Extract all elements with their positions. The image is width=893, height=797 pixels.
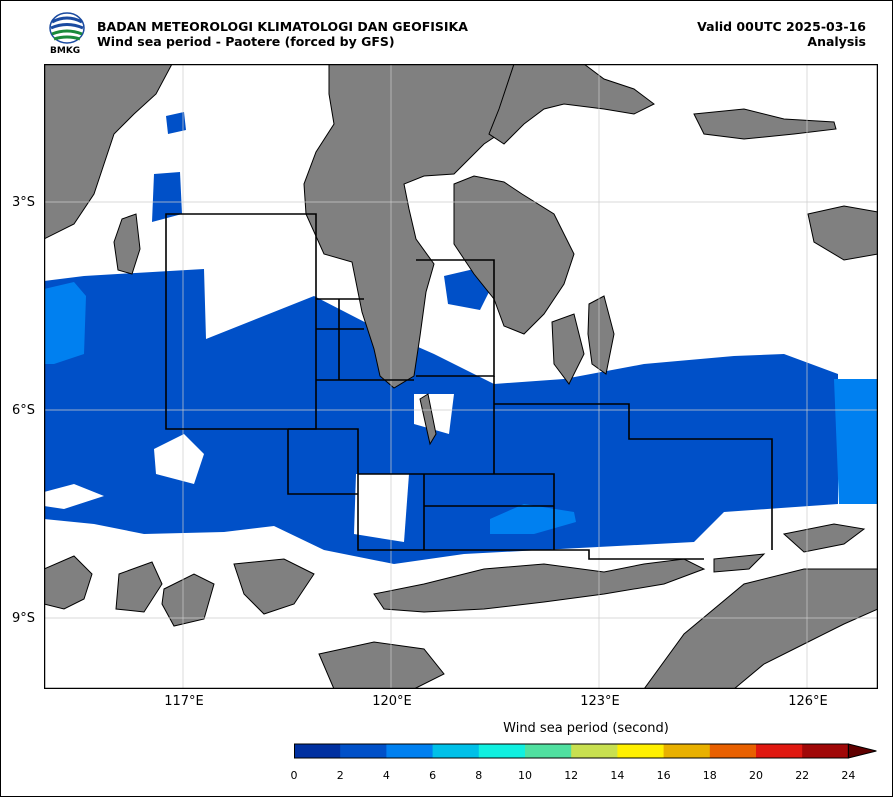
land-lombok [161,573,215,627]
colorbar-tick-label: 22 [795,769,810,782]
land-sulawesi-se [453,175,575,335]
lon-label-123e: 123°E [580,694,620,709]
colorbar-tick-label: 10 [518,769,532,782]
map-subtitle: Wind sea period - Paotere (forced by GFS… [97,34,395,49]
colorbar-segment [525,744,572,758]
title-block: BADAN METEOROLOGI KLIMATOLOGI DAN GEOFIS… [97,19,468,49]
colorbar-segment [709,744,757,758]
colorbar-segment [432,744,480,758]
agency-title: BADAN METEOROLOGI KLIMATOLOGI DAN GEOFIS… [97,19,468,34]
land [44,64,878,689]
zone-boundaries [165,213,773,560]
colorbar-tick-label: 24 [841,769,856,782]
logo-text: BMKG [50,46,81,56]
lon-label-117e: 117°E [164,694,204,709]
land-sumba [318,641,445,689]
colorbar-segment [617,744,665,758]
colorbar-segment [756,744,803,758]
colorbar-tick-label: 14 [610,769,625,782]
sea-patch-east [834,379,878,504]
colorbar-tick-label: 16 [656,769,671,782]
colorbar-tick-label: 8 [475,769,483,782]
land-timor [643,568,878,689]
map-panel [44,64,878,689]
bmkg-logo [49,12,85,44]
colorbar-tick-label: 2 [336,769,344,782]
lon-label-120e: 120°E [372,694,412,709]
land-buton [587,295,615,375]
land-seram-west [807,205,878,261]
lon-label-126e: 126°E [788,694,828,709]
sea-patch-west [44,282,86,364]
colorbar-tick-label: 12 [564,769,579,782]
land-alor [713,553,766,573]
colorbar-segment [663,744,711,758]
valid-time: Valid 00UTC 2025-03-16 [697,19,866,34]
land-borneo [44,64,173,240]
land-sumbawa [233,558,315,615]
land-peleng [488,64,655,145]
sea-patch-north2 [152,172,182,222]
colorbar-segment [386,744,434,758]
lat-label-3s: 3°S [12,195,36,210]
colorbar-tick-label: 4 [382,769,390,782]
colorbar-tick-label: 20 [749,769,763,782]
colorbar-segment [478,744,526,758]
valid-block: Valid 00UTC 2025-03-16 Analysis [697,19,866,49]
land-flores [373,558,706,613]
colorbar-tick-label: 6 [429,769,437,782]
lat-label-6s: 6°S [12,403,36,418]
analysis-label: Analysis [807,34,866,49]
colorbar-segment [571,744,618,758]
colorbar-segment [294,744,341,758]
land-selayar [419,393,437,446]
land-east-islands [693,108,837,140]
colorbar-tick-label: 18 [702,769,717,782]
lat-label-9s: 9°S [12,611,36,626]
land-laut-island [113,213,141,275]
colorbar-segment [340,744,387,758]
colorbar-segment [802,744,849,758]
colorbar-title: Wind sea period (second) [503,721,669,736]
colorbar-extend-arrow [847,743,877,759]
land-bali [115,561,163,613]
colorbar-tick-label: 0 [290,769,298,782]
land-sumba-west [44,555,93,610]
land-wetar [782,523,866,553]
sea-patch-north1 [166,112,186,134]
colorbar [294,743,877,759]
land-muna [551,313,585,385]
graticule [44,64,878,689]
